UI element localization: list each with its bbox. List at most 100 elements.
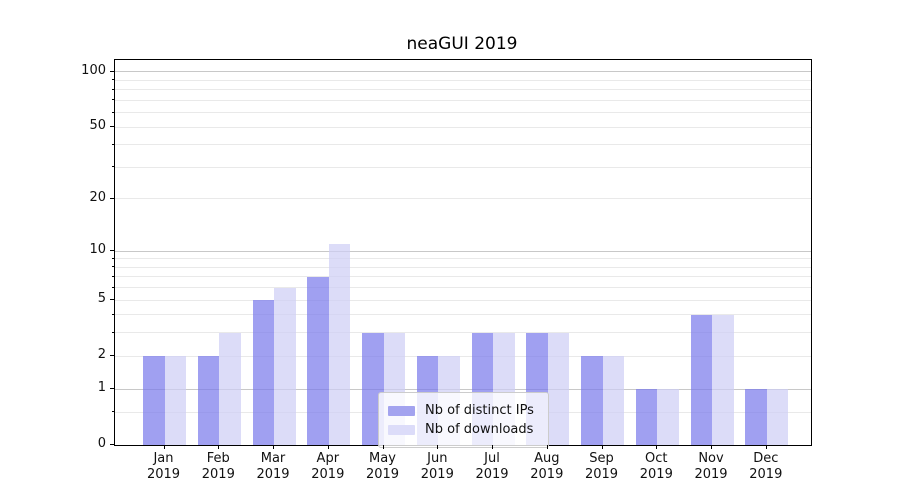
minor-gridline xyxy=(115,287,811,289)
y-minor-tick-mark xyxy=(112,111,114,113)
y-minor-tick-mark xyxy=(112,275,114,277)
bar-distinct-ips-nov xyxy=(690,314,712,445)
y-minor-tick-mark xyxy=(112,355,114,357)
x-tick-mark xyxy=(382,445,384,449)
x-tick-month: Mar xyxy=(260,451,286,466)
x-tick-month: Jun xyxy=(427,451,448,466)
minor-gridline xyxy=(115,266,811,268)
x-tick-label: Feb 2019 xyxy=(188,451,248,483)
x-tick-year: 2019 xyxy=(420,467,454,482)
minor-gridline xyxy=(115,79,811,81)
x-tick-year: 2019 xyxy=(749,467,783,482)
x-tick-year: 2019 xyxy=(584,467,619,482)
bar-distinct-ips-jan xyxy=(143,356,165,445)
bar-downloads-nov xyxy=(712,314,734,445)
x-tick-month: May xyxy=(369,451,396,466)
x-tick-year: 2019 xyxy=(475,467,509,482)
x-tick-year: 2019 xyxy=(530,467,564,482)
x-tick-month: Aug xyxy=(534,451,560,466)
minor-gridline xyxy=(115,126,811,128)
y-minor-tick-mark xyxy=(112,143,114,145)
bar-downloads-aug xyxy=(547,332,570,445)
y-minor-tick-mark xyxy=(112,411,114,413)
x-tick-month: Apr xyxy=(316,451,340,466)
x-tick-year: 2019 xyxy=(694,467,728,482)
y-tick-label: 2 xyxy=(97,347,106,363)
minor-gridline xyxy=(115,112,811,114)
x-tick-month: Jul xyxy=(484,451,500,466)
minor-gridline xyxy=(115,89,811,91)
minor-gridline xyxy=(115,144,811,146)
bar-downloads-jan xyxy=(164,356,186,445)
minor-gridline xyxy=(115,332,811,334)
x-tick-month: Oct xyxy=(645,451,668,466)
x-tick-month: Jan xyxy=(153,451,174,466)
plot-area: Nb of distinct IPs Nb of downloads xyxy=(114,59,812,448)
x-tick-label: Jul 2019 xyxy=(462,451,522,483)
chart-title: neaGUI 2019 xyxy=(406,34,518,54)
bar-downloads-dec xyxy=(766,389,789,445)
x-tick-mark xyxy=(765,445,767,449)
x-tick-mark xyxy=(656,445,658,449)
x-tick-label: Apr 2019 xyxy=(298,451,358,483)
y-tick-mark xyxy=(110,250,114,252)
x-tick-mark xyxy=(601,445,603,449)
y-tick-label: 50 xyxy=(89,118,106,134)
legend-row-distinct-ips: Nb of distinct IPs xyxy=(388,402,534,419)
minor-gridline xyxy=(115,299,811,301)
x-tick-label: Aug 2019 xyxy=(517,451,577,483)
x-tick-year: 2019 xyxy=(365,467,400,482)
x-tick-label: May 2019 xyxy=(353,451,413,483)
y-minor-tick-mark xyxy=(112,197,114,199)
legend-swatch-downloads xyxy=(388,424,415,435)
y-minor-tick-mark xyxy=(112,286,114,288)
y-tick-mark xyxy=(110,388,114,389)
y-minor-tick-mark xyxy=(112,331,114,333)
legend-label-distinct-ips: Nb of distinct IPs xyxy=(425,403,534,418)
x-tick-label: Mar 2019 xyxy=(243,451,303,483)
y-tick-label: 1 xyxy=(97,380,106,395)
minor-gridline xyxy=(115,314,811,316)
x-tick-month: Dec xyxy=(753,451,779,466)
x-tick-label: Jun 2019 xyxy=(407,451,467,483)
minor-gridline xyxy=(115,355,811,357)
bar-distinct-ips-oct xyxy=(635,389,658,445)
bar-downloads-feb xyxy=(219,332,241,445)
legend-row-downloads: Nb of downloads xyxy=(388,421,534,438)
legend-label-downloads: Nb of downloads xyxy=(425,422,534,437)
y-minor-tick-mark xyxy=(112,313,114,315)
major-gridline xyxy=(115,388,811,390)
minor-gridline xyxy=(115,258,811,260)
x-tick-mark xyxy=(327,445,329,449)
y-tick-mark xyxy=(110,70,114,72)
x-tick-mark xyxy=(273,445,274,449)
bar-distinct-ips-dec xyxy=(745,389,767,445)
y-tick-mark xyxy=(110,444,114,445)
x-tick-label: Dec 2019 xyxy=(736,451,796,483)
x-tick-mark xyxy=(546,445,548,449)
y-tick-label: 20 xyxy=(89,189,106,205)
x-tick-month: Sep xyxy=(589,451,614,466)
x-tick-mark xyxy=(437,445,439,449)
x-tick-mark xyxy=(163,445,165,449)
bar-distinct-ips-sep xyxy=(581,356,603,445)
major-gridline xyxy=(115,250,811,252)
x-tick-month: Feb xyxy=(206,451,230,466)
minor-gridline xyxy=(115,198,811,200)
y-minor-tick-mark xyxy=(112,266,114,268)
bar-downloads-mar xyxy=(274,287,296,445)
y-minor-tick-mark xyxy=(112,99,114,101)
legend: Nb of distinct IPs Nb of downloads xyxy=(378,392,549,448)
bar-distinct-ips-apr xyxy=(307,276,329,445)
x-tick-year: 2019 xyxy=(311,467,345,482)
x-tick-mark xyxy=(711,445,712,449)
bar-downloads-oct xyxy=(657,389,679,445)
x-tick-year: 2019 xyxy=(256,467,290,482)
x-tick-label: Oct 2019 xyxy=(626,451,686,483)
x-tick-year: 2019 xyxy=(146,467,181,482)
y-tick-label: 10 xyxy=(89,242,106,258)
bar-downloads-sep xyxy=(602,356,624,445)
x-tick-label: Sep 2019 xyxy=(572,451,632,483)
x-tick-mark xyxy=(218,445,220,449)
